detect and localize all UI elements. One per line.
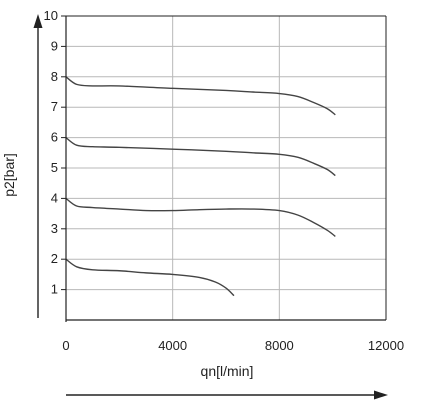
x-tick-label-4000: 4000 [158, 338, 187, 353]
y-tick-label-6: 6 [51, 130, 58, 145]
y-tick-label-4: 4 [51, 190, 58, 205]
series-line-2 [65, 137, 336, 177]
y-tick-label-1: 1 [51, 282, 58, 297]
y-tick-label-7: 7 [51, 99, 58, 114]
y-direction-arrowhead [33, 14, 43, 28]
x-direction-arrowhead [374, 390, 388, 400]
series-line-1 [65, 76, 336, 116]
axes [33, 14, 388, 400]
y-axis-title: p2[bar] [1, 153, 17, 197]
x-tick-label-0: 0 [62, 338, 69, 353]
x-tick-label-12000: 12000 [368, 338, 404, 353]
y-tick-label-5: 5 [51, 160, 58, 175]
y-tick-label-2: 2 [51, 251, 58, 266]
series-lines [65, 76, 336, 297]
y-tick-label-10: 10 [44, 8, 58, 23]
series-line-4 [65, 258, 235, 297]
y-tick-label-8: 8 [51, 69, 58, 84]
grid [66, 15, 387, 320]
x-axis-title: qn[l/min] [201, 363, 254, 379]
y-tick-label-3: 3 [51, 221, 58, 236]
y-tick-label-9: 9 [51, 38, 58, 53]
tick-labels: 1 2 3 4 5 6 7 8 9 10 0 4000 8000 12000 [44, 8, 405, 353]
series-line-3 [65, 197, 336, 237]
x-tick-label-8000: 8000 [265, 338, 294, 353]
